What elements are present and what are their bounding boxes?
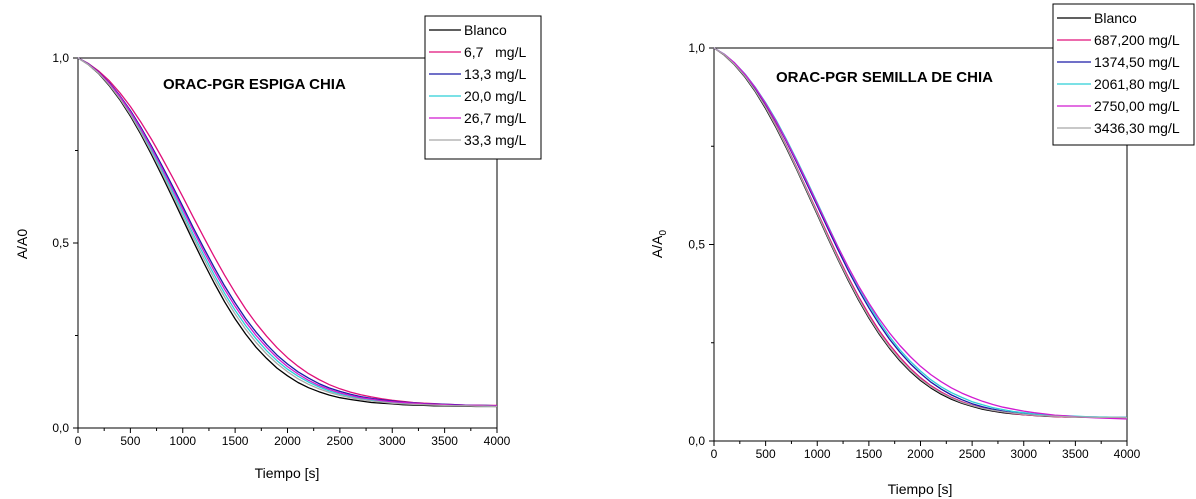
x-tick-label: 2000 xyxy=(274,434,301,448)
y-tick-label: 1,0 xyxy=(52,51,69,65)
series-line-4 xyxy=(77,57,497,407)
chart-espiga: ORAC-PGR ESPIGA CHIA Tiempo [s] A/A0 0 50… xyxy=(14,15,542,481)
y-axis-label-subscript: 0 xyxy=(658,229,669,235)
legend-label: 20,0 mg/L xyxy=(464,88,526,104)
x-tick-label: 500 xyxy=(120,434,140,448)
x-tick-label: 2500 xyxy=(327,434,354,448)
x-tick-label: 2500 xyxy=(959,447,986,461)
legend-label: 2750,00 mg/L xyxy=(1094,98,1180,114)
y-tick-label: 1,0 xyxy=(688,41,705,55)
legend-label: 687,200 mg/L xyxy=(1094,32,1180,48)
series-lines xyxy=(77,57,498,408)
y-axis-label-main: A/A xyxy=(649,235,665,258)
y-tick-label: 0,0 xyxy=(688,434,705,448)
x-tick-label: 1500 xyxy=(222,434,249,448)
x-tick-label: 0 xyxy=(75,434,82,448)
x-tick-label: 3500 xyxy=(431,434,458,448)
y-axis-label: A/A0 xyxy=(649,229,669,258)
legend: Blanco 6,7 mg/L 13,3 mg/L 20,0 mg/L 26,7… xyxy=(424,15,542,160)
legend-label: Blanco xyxy=(464,22,507,38)
x-tick-label: 1000 xyxy=(804,447,831,461)
x-tick-label: 3000 xyxy=(1010,447,1037,461)
legend: Blanco 687,200 mg/L 1374,50 mg/L 2061,80… xyxy=(1052,3,1195,146)
legend-label: 2061,80 mg/L xyxy=(1094,76,1180,92)
legend-box xyxy=(1052,3,1195,146)
x-axis-label: Tiempo [s] xyxy=(888,481,953,497)
axis-ticks: 0 500 1000 1500 2000 2500 3000 3500 4000 0,0 0,5 1,… xyxy=(52,51,510,448)
y-axis-label: A/A0 xyxy=(14,229,30,260)
chart-title: ORAC-PGR SEMILLA DE CHIA xyxy=(776,69,993,86)
x-tick-label: 2000 xyxy=(907,447,934,461)
x-tick-label: 4000 xyxy=(484,434,511,448)
x-tick-label: 3000 xyxy=(379,434,406,448)
axis-ticks: 0 500 1000 1500 2000 2500 3000 3500 4000 0,0 0,5 1,… xyxy=(688,41,1140,461)
series-line-4 xyxy=(713,47,1128,420)
x-tick-label: 3500 xyxy=(1062,447,1089,461)
chart-title: ORAC-PGR ESPIGA CHIA xyxy=(163,76,346,93)
legend-box xyxy=(424,15,542,160)
legend-label: 1374,50 mg/L xyxy=(1094,54,1180,70)
y-tick-label: 0,5 xyxy=(52,236,69,250)
legend-label: 6,7 mg/L xyxy=(464,44,526,60)
legend-label: 26,7 mg/L xyxy=(464,110,526,126)
series-line-5 xyxy=(713,47,1128,419)
x-axis-label: Tiempo [s] xyxy=(255,465,320,481)
series-line-5 xyxy=(77,57,498,408)
series-line-0 xyxy=(77,57,497,408)
legend-label: 33,3 mg/L xyxy=(464,132,526,148)
x-tick-label: 0 xyxy=(711,447,718,461)
legend-label: 13,3 mg/L xyxy=(464,66,526,82)
x-tick-label: 1500 xyxy=(856,447,883,461)
y-tick-label: 0,0 xyxy=(52,421,69,435)
x-tick-label: 1000 xyxy=(169,434,196,448)
x-tick-label: 4000 xyxy=(1114,447,1141,461)
x-tick-label: 500 xyxy=(756,447,776,461)
legend-label: Blanco xyxy=(1094,10,1137,26)
chart-semilla: ORAC-PGR SEMILLA DE CHIA Tiempo [s] A/A0… xyxy=(649,3,1195,497)
y-tick-label: 0,5 xyxy=(688,238,705,252)
series-lines xyxy=(713,47,1128,420)
legend-label: 3436,30 mg/L xyxy=(1094,120,1180,136)
